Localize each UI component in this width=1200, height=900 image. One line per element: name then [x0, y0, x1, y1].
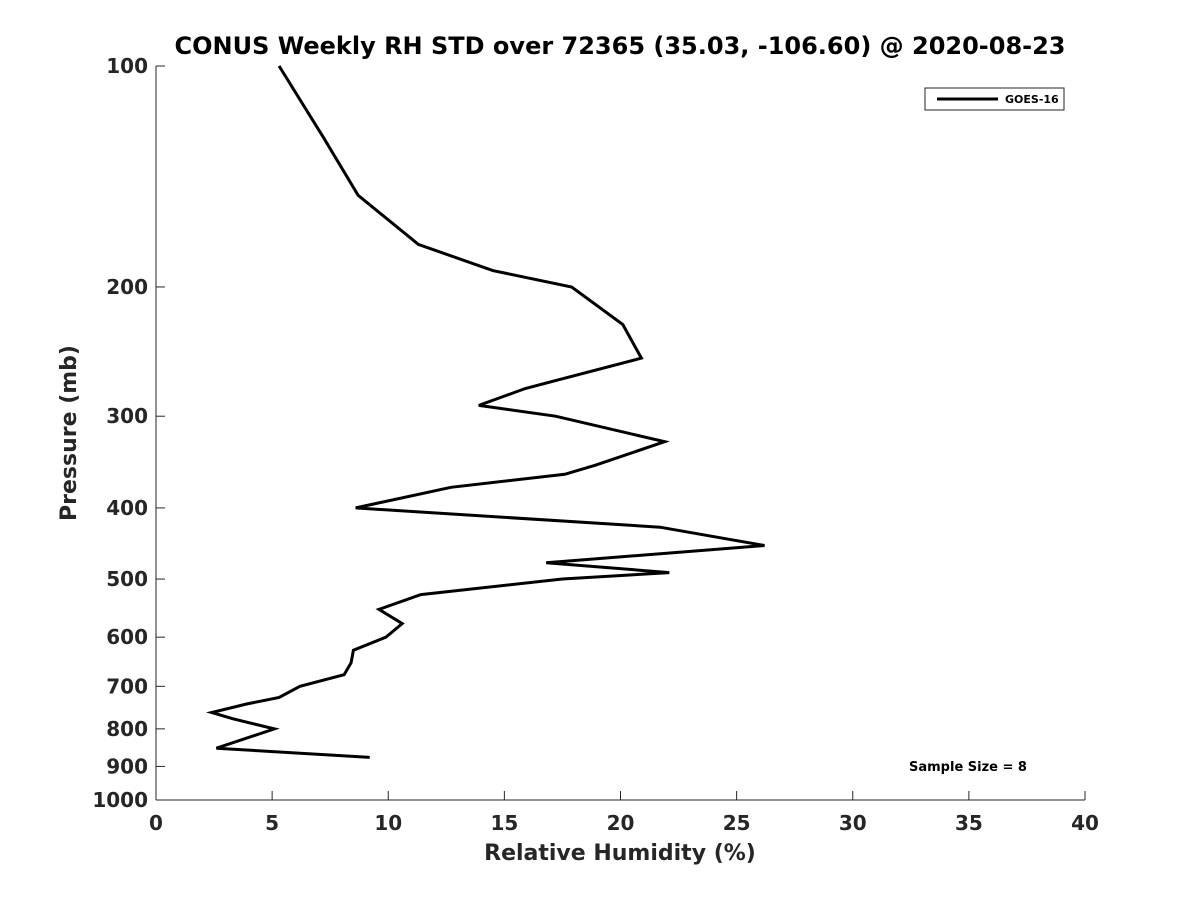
x-axis-label: Relative Humidity (%)	[484, 841, 756, 866]
y-tick-label: 1000	[92, 788, 148, 812]
sample-size-annotation: Sample Size = 8	[909, 760, 1027, 775]
y-tick-label: 600	[106, 625, 148, 649]
x-tick-label: 40	[1071, 811, 1099, 835]
legend: GOES-16	[924, 87, 1065, 111]
x-tick-label: 5	[265, 811, 279, 835]
y-tick-label: 400	[106, 496, 148, 520]
x-tick-label: 15	[490, 811, 518, 835]
series-line-goes-16	[205, 65, 765, 759]
x-axis-ticks: 0 5 10 15 20 25 30 35 40	[149, 791, 1099, 835]
x-tick-label: 25	[723, 811, 751, 835]
legend-label-goes-16: GOES-16	[1005, 93, 1059, 106]
y-tick-label: 300	[106, 404, 148, 428]
x-tick-label: 30	[839, 811, 867, 835]
x-tick-label: 20	[607, 811, 635, 835]
y-tick-label: 800	[106, 717, 148, 741]
x-tick-label: 10	[374, 811, 402, 835]
x-tick-label: 0	[149, 811, 163, 835]
y-axis-ticks: 100 200 300 400 500 600 700 800 900 1000	[92, 54, 165, 812]
y-axis-label: Pressure (mb)	[57, 345, 82, 521]
series-layer	[205, 65, 765, 759]
y-tick-label: 500	[106, 567, 148, 591]
x-tick-label: 35	[955, 811, 983, 835]
y-tick-label: 700	[106, 674, 148, 698]
chart-title: CONUS Weekly RH STD over 72365 (35.03, -…	[174, 32, 1065, 60]
y-tick-label: 100	[106, 54, 148, 78]
y-tick-label: 900	[106, 754, 148, 778]
y-tick-label: 200	[106, 275, 148, 299]
